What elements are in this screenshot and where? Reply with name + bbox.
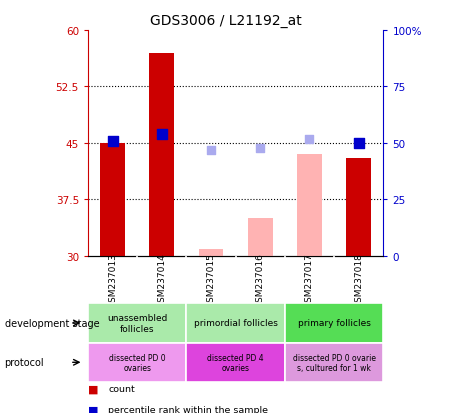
Text: count: count bbox=[108, 384, 135, 393]
Text: ■: ■ bbox=[88, 383, 98, 393]
Point bbox=[109, 139, 116, 145]
Bar bbox=[199, 249, 223, 256]
Point bbox=[355, 140, 362, 147]
Point bbox=[207, 147, 215, 154]
Bar bbox=[186, 304, 285, 343]
Text: GSM237014: GSM237014 bbox=[157, 252, 166, 307]
Text: dissected PD 0 ovarie
s, cultured for 1 wk: dissected PD 0 ovarie s, cultured for 1 … bbox=[293, 353, 376, 372]
Text: dissected PD 4
ovaries: dissected PD 4 ovaries bbox=[207, 353, 264, 372]
Bar bbox=[297, 155, 322, 256]
Bar bbox=[346, 159, 371, 256]
Point bbox=[306, 136, 313, 143]
Text: ■: ■ bbox=[88, 405, 98, 413]
Bar bbox=[100, 143, 125, 256]
Bar bbox=[186, 343, 285, 382]
Text: development stage: development stage bbox=[5, 318, 99, 328]
Bar bbox=[88, 304, 186, 343]
Text: GSM237015: GSM237015 bbox=[207, 252, 216, 307]
Text: GSM237017: GSM237017 bbox=[305, 252, 314, 307]
Bar bbox=[88, 343, 186, 382]
Text: protocol: protocol bbox=[5, 357, 44, 368]
Bar bbox=[285, 304, 383, 343]
Bar bbox=[248, 218, 272, 256]
Bar bbox=[285, 343, 383, 382]
Text: GDS3006 / L21192_at: GDS3006 / L21192_at bbox=[150, 14, 301, 28]
Text: GSM237016: GSM237016 bbox=[256, 252, 265, 307]
Text: primary follicles: primary follicles bbox=[298, 319, 371, 328]
Text: primordial follicles: primordial follicles bbox=[194, 319, 277, 328]
Text: percentile rank within the sample: percentile rank within the sample bbox=[108, 405, 268, 413]
Text: dissected PD 0
ovaries: dissected PD 0 ovaries bbox=[109, 353, 166, 372]
Text: GSM237018: GSM237018 bbox=[354, 252, 363, 307]
Bar bbox=[149, 53, 174, 256]
Point bbox=[257, 145, 264, 152]
Text: GSM237013: GSM237013 bbox=[108, 252, 117, 307]
Text: unassembled
follicles: unassembled follicles bbox=[107, 313, 167, 333]
Point bbox=[158, 131, 166, 138]
